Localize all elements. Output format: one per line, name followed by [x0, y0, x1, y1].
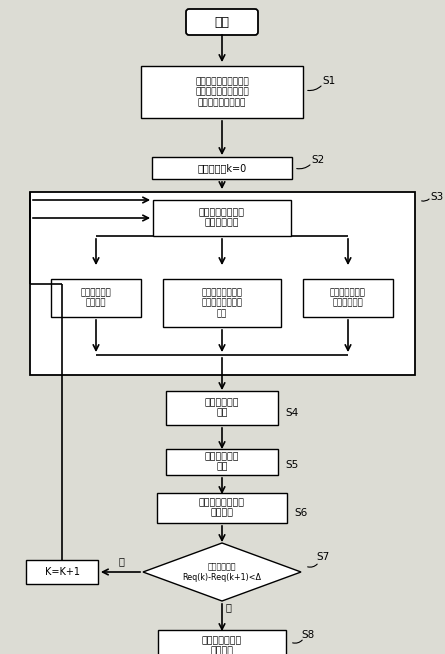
Bar: [26, 560, 98, 584]
Bar: [51, 279, 141, 317]
Polygon shape: [143, 543, 301, 601]
Text: S5: S5: [285, 460, 299, 470]
Text: 计算定子短路
电流: 计算定子短路 电流: [205, 398, 239, 418]
Bar: [166, 449, 278, 475]
Text: S6: S6: [295, 508, 307, 518]
Bar: [166, 391, 278, 425]
Text: 计算定子磁链暂
态分量的幅値: 计算定子磁链暂 态分量的幅値: [330, 288, 366, 307]
Text: 迭代计算得到定子
磁链一般形式: 迭代计算得到定子 磁链一般形式: [199, 209, 245, 228]
Text: 计算转子回路等效
可变电际: 计算转子回路等效 可变电际: [199, 498, 245, 518]
Text: 计算定子磁链
稳态分量: 计算定子磁链 稳态分量: [81, 288, 111, 307]
Bar: [163, 279, 281, 327]
Bar: [303, 279, 393, 317]
Text: 利用记忆回路测量故障
前后定子电压以及故障
前定子电流等初始値: 利用记忆回路测量故障 前后定子电压以及故障 前定子电流等初始値: [195, 77, 249, 107]
Bar: [30, 192, 415, 375]
Bar: [158, 630, 286, 654]
Text: S2: S2: [312, 155, 324, 165]
Bar: [141, 66, 303, 118]
Text: 计算转子短路
电流: 计算转子短路 电流: [205, 453, 239, 472]
Text: 计算短路后三相
定子电流: 计算短路后三相 定子电流: [202, 636, 242, 654]
FancyBboxPatch shape: [186, 9, 258, 35]
Text: S3: S3: [430, 192, 444, 202]
Bar: [152, 157, 292, 179]
Text: 计算定子磁链暂态
分量的衰减和磁转
频率: 计算定子磁链暂态 分量的衰减和磁转 频率: [202, 288, 243, 318]
Text: S1: S1: [322, 76, 336, 86]
Text: S4: S4: [285, 408, 299, 418]
Text: K=K+1: K=K+1: [44, 567, 80, 577]
Text: S7: S7: [316, 552, 330, 562]
Text: 否: 否: [118, 556, 124, 566]
Bar: [153, 200, 291, 236]
Text: S8: S8: [301, 630, 315, 640]
Text: 是: 是: [225, 602, 231, 612]
Bar: [157, 493, 287, 523]
Text: 置迭代次数k=0: 置迭代次数k=0: [198, 163, 247, 173]
Text: 开始: 开始: [214, 16, 230, 29]
Text: 迭代是否收敛
Req(k)-Req(k+1)<Δ: 迭代是否收敛 Req(k)-Req(k+1)<Δ: [182, 562, 262, 581]
